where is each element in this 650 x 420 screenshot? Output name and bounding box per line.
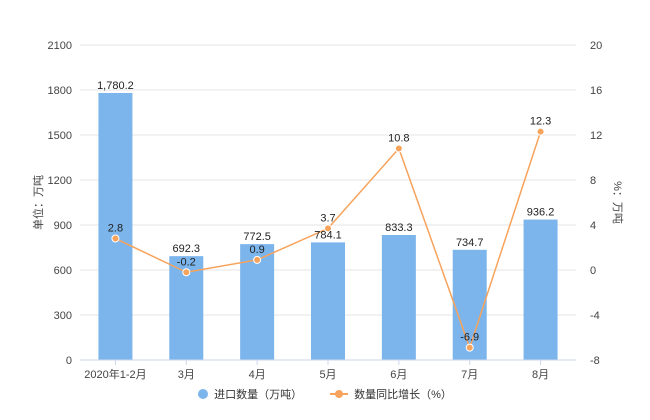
bar-value-label: 833.3	[385, 222, 413, 234]
x-tick-label: 5月	[319, 369, 336, 381]
y-left-tick-label: 1800	[48, 85, 72, 97]
y-right-tick-label: -4	[590, 310, 600, 322]
y-left-tick-label: 600	[54, 265, 72, 277]
y-left-axis-title: 单位：万吨	[31, 175, 45, 230]
line-value-label: -0.2	[177, 256, 196, 268]
line-point	[324, 224, 332, 233]
line-point	[253, 255, 262, 264]
y-right-tick-label: 20	[590, 40, 602, 52]
y-right-tick-label: 16	[590, 85, 602, 97]
bar	[452, 249, 487, 360]
legend-bar-label: 进口数量（万吨）	[214, 389, 303, 401]
x-tick-label: 2020年1-2月	[84, 367, 146, 381]
line-value-label: 3.7	[320, 212, 335, 224]
line-point	[182, 268, 191, 277]
line-value-label: 10.8	[388, 133, 409, 145]
line-point	[536, 127, 545, 136]
line-value-label: 0.9	[249, 244, 264, 256]
legend-item-bar[interactable]: 进口数量（万吨）	[198, 386, 302, 402]
line-value-label: 2.8	[108, 223, 123, 235]
bar-value-label: 936.2	[527, 207, 555, 219]
bar-series	[98, 92, 558, 360]
bar-value-label: 692.3	[173, 243, 201, 255]
y-right-tick-label: 8	[590, 175, 596, 187]
y-left-tick-label: 0	[66, 355, 72, 367]
bar-value-label: 1,780.2	[97, 80, 134, 92]
line-series	[111, 127, 545, 352]
y-left-tick-label: 1200	[48, 175, 72, 187]
legend-item-line[interactable]: 数量同比增长（%）	[330, 386, 452, 402]
line-value-label: 12.3	[530, 116, 551, 128]
bar-value-label: 784.1	[314, 229, 342, 241]
line-point	[465, 343, 474, 352]
y-right-tick-label: 12	[590, 130, 602, 142]
bar	[523, 219, 558, 360]
y-right-tick-label: 4	[590, 220, 596, 232]
bar	[310, 242, 346, 360]
axes: 03006009001200150018002100-8-40481216202…	[31, 40, 624, 381]
bar	[381, 235, 416, 360]
line-point	[111, 234, 120, 243]
y-left-tick-label: 2100	[48, 40, 72, 52]
legend-line-label: 数量同比增长（%）	[354, 389, 452, 401]
legend: 进口数量（万吨） 数量同比增长（%）	[0, 384, 650, 404]
y-left-tick-label: 1500	[48, 130, 72, 142]
bar-value-label: 772.5	[243, 231, 271, 243]
y-left-tick-label: 900	[54, 220, 72, 232]
data-labels: 1,780.2 692.3 772.5 784.1 833.3 734.7 936.2 2.8…	[97, 80, 554, 344]
y-right-tick-label: -8	[590, 355, 600, 367]
x-tick-label: 3月	[178, 369, 195, 381]
x-tick-label: 8月	[532, 369, 549, 381]
y-right-tick-label: 0	[590, 265, 596, 277]
bar	[98, 92, 133, 360]
legend-bar-swatch	[198, 389, 209, 399]
line-point	[394, 144, 403, 153]
x-tick-label: 7月	[461, 369, 478, 381]
y-right-axis-title: %：万吨	[611, 181, 624, 224]
y-left-tick-label: 300	[54, 310, 72, 322]
x-tick-label: 6月	[390, 369, 407, 381]
line-value-label: -6.9	[460, 332, 479, 344]
bar-value-label: 734.7	[456, 237, 484, 249]
legend-line-swatch	[330, 389, 349, 399]
x-tick-label: 4月	[249, 369, 266, 381]
